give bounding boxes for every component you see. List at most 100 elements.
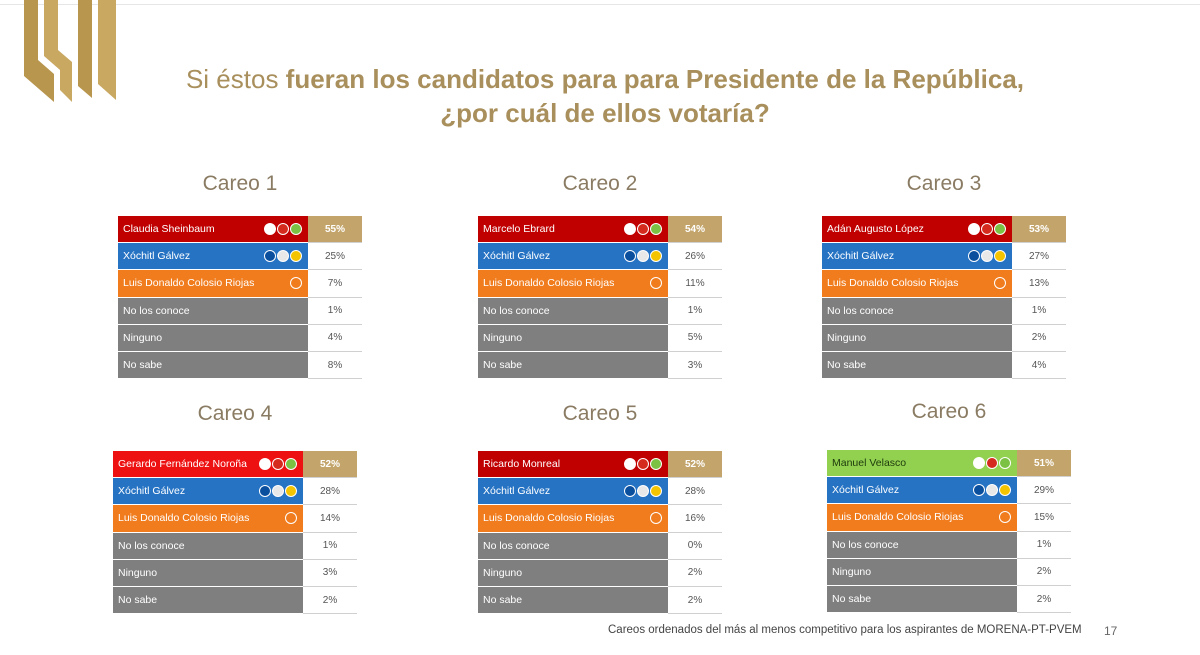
party-icon: [637, 250, 649, 263]
name-text: No los conoce: [118, 539, 185, 552]
name-text: Xóchitl Gálvez: [827, 250, 895, 263]
party-icons: [259, 485, 297, 498]
party-icon: [637, 223, 649, 235]
table-row: Ninguno 3%: [113, 559, 357, 587]
percentage: 1%: [1012, 298, 1066, 325]
party-icons: [624, 458, 662, 470]
candidate-name: Xóchitl Gálvez: [478, 243, 668, 271]
party-icon: [986, 484, 998, 497]
party-icon: [637, 485, 649, 498]
party-icon: [981, 223, 993, 235]
name-text: Xóchitl Gálvez: [832, 484, 900, 497]
name-text: Xóchitl Gálvez: [118, 485, 186, 498]
party-icon: [994, 223, 1006, 235]
party-icons: [973, 484, 1011, 497]
percentage: 29%: [1017, 477, 1071, 505]
table-row: Manuel Velasco 51%: [827, 450, 1071, 478]
party-icon: [650, 250, 662, 263]
careo-title: Careo 2: [562, 172, 638, 195]
party-icons: [968, 250, 1006, 263]
party-icons: [264, 250, 302, 263]
table-row: No sabe 2%: [478, 586, 722, 615]
percentage: 26%: [668, 243, 722, 271]
percentage: 2%: [1012, 325, 1066, 352]
percentage: 51%: [1017, 450, 1071, 478]
page-number: 17: [1104, 624, 1118, 638]
candidate-name: No los conoce: [827, 531, 1017, 559]
candidate-name: Luis Donaldo Colosio Riojas: [113, 505, 303, 533]
table-row: Ninguno 2%: [478, 559, 722, 587]
percentage: 55%: [308, 216, 362, 244]
name-text: Adán Augusto López: [827, 223, 924, 236]
name-text: No los conoce: [483, 539, 550, 552]
party-icon: [277, 223, 289, 235]
party-icons: [999, 511, 1011, 524]
party-icons: [994, 277, 1006, 290]
percentage: 8%: [308, 352, 362, 380]
percentage: 16%: [668, 505, 722, 533]
candidate-name: No sabe: [118, 351, 308, 380]
table-row: Luis Donaldo Colosio Riojas 16%: [478, 505, 722, 533]
name-text: Ninguno: [483, 566, 523, 579]
party-icon: [650, 277, 662, 290]
table-row: Luis Donaldo Colosio Riojas 13%: [822, 270, 1066, 298]
careo-title: Careo 4: [197, 402, 273, 425]
candidate-name: Xóchitl Gálvez: [118, 243, 308, 271]
candidate-name: Ninguno: [822, 324, 1012, 352]
party-icons: [650, 512, 662, 525]
candidate-name: Xóchitl Gálvez: [827, 477, 1017, 505]
table-row: No sabe 4%: [822, 351, 1066, 380]
name-text: No sabe: [118, 594, 158, 607]
name-text: Claudia Sheinbaum: [123, 223, 215, 236]
percentage: 54%: [668, 216, 722, 244]
candidate-name: Manuel Velasco: [827, 450, 1017, 478]
party-icon: [624, 223, 636, 235]
party-icon: [259, 458, 271, 470]
percentage: 27%: [1012, 243, 1066, 271]
candidate-name: No los conoce: [478, 297, 668, 325]
percentage: 53%: [1012, 216, 1066, 244]
party-icons: [290, 277, 302, 290]
party-icon: [999, 457, 1011, 469]
candidate-name: No sabe: [478, 586, 668, 615]
party-icon: [290, 223, 302, 235]
name-text: No los conoce: [832, 538, 899, 551]
party-icon: [285, 485, 297, 498]
table-row: Luis Donaldo Colosio Riojas 14%: [113, 505, 357, 533]
name-text: Xóchitl Gálvez: [483, 250, 551, 263]
percentage: 52%: [668, 451, 722, 479]
table-row: No los conoce 1%: [478, 297, 722, 325]
name-text: Xóchitl Gálvez: [123, 250, 191, 263]
title-lead: Si éstos: [185, 64, 286, 94]
percentage: 3%: [668, 352, 722, 380]
table-row: No los conoce 1%: [827, 531, 1071, 559]
careo-title: Careo 5: [562, 402, 638, 425]
candidate-name: Ninguno: [827, 558, 1017, 586]
name-text: Ninguno: [123, 331, 163, 344]
candidate-name: Ninguno: [113, 559, 303, 587]
candidate-name: No sabe: [113, 586, 303, 615]
candidate-name: No los conoce: [822, 297, 1012, 325]
table-row: No sabe 2%: [113, 586, 357, 615]
party-icon: [999, 511, 1011, 524]
table-row: No los conoce 1%: [113, 532, 357, 560]
candidate-name: Luis Donaldo Colosio Riojas: [478, 505, 668, 533]
candidate-name: Ricardo Monreal: [478, 451, 668, 479]
percentage: 7%: [308, 270, 362, 298]
table-row: Xóchitl Gálvez 27%: [822, 243, 1066, 271]
careo-table: Ricardo Monreal 52% Xóchitl Gálvez 28% Luis …: [478, 451, 722, 615]
percentage: 15%: [1017, 504, 1071, 532]
table-row: Ricardo Monreal 52%: [478, 451, 722, 479]
candidate-name: Xóchitl Gálvez: [822, 243, 1012, 271]
table-row: Ninguno 4%: [118, 324, 362, 352]
name-text: Ninguno: [832, 565, 872, 578]
party-icon: [285, 512, 297, 525]
name-text: Marcelo Ebrard: [483, 223, 555, 236]
table-row: Xóchitl Gálvez 28%: [113, 478, 357, 506]
party-icon: [994, 250, 1006, 263]
slide-title: Si éstos fueran los candidatos para para…: [100, 64, 1110, 95]
careo-table: Marcelo Ebrard 54% Xóchitl Gálvez 26% Luis D…: [478, 216, 722, 380]
name-text: Xóchitl Gálvez: [483, 485, 551, 498]
candidate-name: Luis Donaldo Colosio Riojas: [822, 270, 1012, 298]
percentage: 13%: [1012, 270, 1066, 298]
